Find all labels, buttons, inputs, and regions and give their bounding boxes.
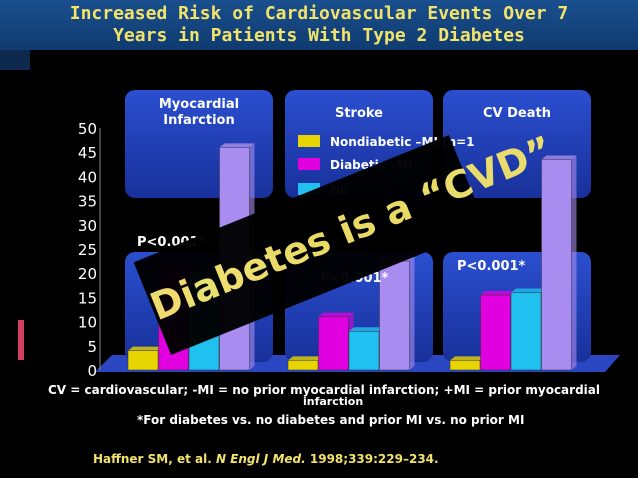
title-line-1: Increased Risk of Cardiovascular Events … xyxy=(69,3,569,24)
bar-top-s1-c2 xyxy=(480,290,516,295)
ref-suffix: 1998;339:229–234. xyxy=(309,452,439,466)
footnote-definitions-cont: infarction xyxy=(303,395,364,408)
bar-s0-c2 xyxy=(449,360,481,371)
ytick-label-10: 10 xyxy=(78,314,97,332)
footnote-definitions: CV = cardiovascular; -MI = no prior myoc… xyxy=(48,383,600,397)
bar-top-s0-c0 xyxy=(128,346,163,351)
ytick-label-35: 35 xyxy=(78,193,97,211)
bar-side-s3-c2 xyxy=(571,155,577,370)
bar-s1-c1 xyxy=(318,316,349,371)
ytick-label-15: 15 xyxy=(78,289,97,307)
bar-top-s0-c2 xyxy=(450,356,485,361)
bar-s2-c1 xyxy=(348,331,380,371)
panel-label-0: Myocardial Infarction xyxy=(159,97,239,128)
p-value-2: P<0.001* xyxy=(457,259,526,274)
bar-top-s1-c1 xyxy=(318,312,354,317)
ref-journal: N Engl J Med. xyxy=(215,452,306,466)
slide-title: Increased Risk of Cardiovascular Events … xyxy=(0,0,638,50)
bar-top-s0-c1 xyxy=(288,356,323,361)
footnote-asterisk: *For diabetes vs. no diabetes and prior … xyxy=(137,413,525,427)
bar-s2-c2 xyxy=(510,292,542,371)
ytick-label-20: 20 xyxy=(78,265,97,283)
bar-s0-c0 xyxy=(127,350,159,371)
reference: Haffner SM, et al. N Engl J Med. 1998;33… xyxy=(93,452,439,466)
ytick-label-0: 0 xyxy=(87,362,97,380)
ytick-label-45: 45 xyxy=(78,144,97,162)
left-decoration xyxy=(0,50,30,70)
bar-top-s2-c1 xyxy=(349,327,384,332)
panel-label-1: Stroke xyxy=(335,106,383,121)
title-line-2: Years in Patients With Type 2 Diabetes xyxy=(113,25,525,46)
legend-swatch-0 xyxy=(298,135,320,147)
ytick-label-40: 40 xyxy=(78,168,97,186)
ref-prefix: Haffner SM, et al. xyxy=(93,452,212,466)
bar-s3-c1 xyxy=(379,260,410,371)
bar-top-s2-c2 xyxy=(511,288,546,293)
bar-s1-c2 xyxy=(480,294,511,371)
ytick-label-30: 30 xyxy=(78,217,97,235)
ytick-label-50: 50 xyxy=(78,120,97,138)
bar-top-s3-c2 xyxy=(541,155,577,160)
bar-side-s3-c1 xyxy=(409,257,415,370)
panel-label-2: CV Death xyxy=(483,106,551,121)
left-decoration-stripe xyxy=(18,320,24,360)
bar-s3-c2 xyxy=(541,159,572,371)
legend-swatch-1 xyxy=(298,158,320,170)
ytick-label-25: 25 xyxy=(78,241,97,259)
bar-s0-c1 xyxy=(287,360,319,371)
ytick-label-5: 5 xyxy=(87,338,97,356)
bar-top-s3-c0 xyxy=(219,143,255,148)
